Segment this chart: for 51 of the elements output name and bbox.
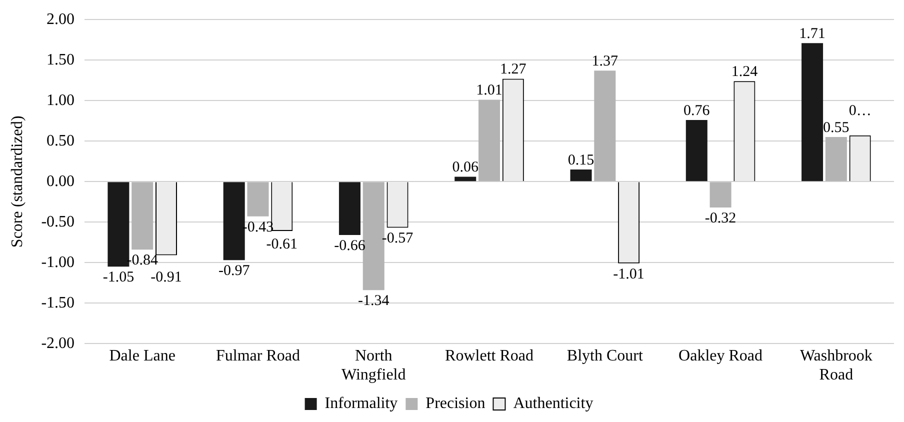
bar <box>594 70 616 182</box>
bar <box>686 120 708 182</box>
x-tick-label: Washbrook Road <box>800 347 872 384</box>
data-label: 0.06 <box>452 160 479 176</box>
y-tick-label: 2.00 <box>46 10 75 28</box>
x-tick-label: Blyth Court <box>566 347 644 364</box>
bar <box>247 182 269 216</box>
x-tick-label: Oakley Road <box>678 347 763 364</box>
data-label: 0.15 <box>568 152 594 168</box>
x-tick-label: North Wingfield <box>342 347 406 384</box>
data-label: -1.01 <box>613 266 644 282</box>
y-tick-label: 0.00 <box>46 172 75 190</box>
data-label: 0.76 <box>684 102 710 119</box>
data-label: -1.05 <box>102 270 134 286</box>
data-label: 1.27 <box>500 62 527 78</box>
data-label: 0… <box>848 102 872 119</box>
y-axis-title: Score (standardized) <box>8 116 26 248</box>
data-label: -0.32 <box>704 210 736 226</box>
data-label: 1.71 <box>799 26 826 42</box>
bar <box>802 43 824 182</box>
y-tick-label: 0.50 <box>46 132 75 150</box>
data-label: -0.97 <box>218 263 250 280</box>
data-label: -1.34 <box>358 293 390 310</box>
y-tick-label: -1.50 <box>41 294 75 312</box>
y-tick-label: -0.50 <box>41 213 75 230</box>
y-tick-label: -2.00 <box>41 334 75 352</box>
y-tick-label: 1.50 <box>46 51 75 68</box>
y-tick-label: 1.00 <box>46 92 75 109</box>
data-label: 0.55 <box>823 120 850 136</box>
data-label: -0.66 <box>334 238 366 254</box>
bar <box>478 100 500 182</box>
bar <box>454 176 476 182</box>
x-tick-label: Dale Lane <box>109 347 176 364</box>
data-label: 1.37 <box>592 54 619 70</box>
legend-label: Informality <box>324 395 398 412</box>
data-label: -0.91 <box>150 270 182 286</box>
bar <box>132 182 154 250</box>
legend-label: Authenticity <box>513 395 594 412</box>
data-label: -0.61 <box>266 236 298 252</box>
y-tick-label: -1.00 <box>41 254 75 271</box>
data-label: -0.57 <box>382 230 414 247</box>
data-label: 1.01 <box>476 82 502 99</box>
x-tick-label: Rowlett Road <box>445 347 534 364</box>
bar <box>825 137 847 182</box>
bar <box>710 182 732 208</box>
legend-label: Precision <box>426 395 486 412</box>
x-tick-label: Fulmar Road <box>216 347 300 364</box>
bar <box>570 169 592 182</box>
data-label: 1.24 <box>731 64 758 80</box>
bar <box>223 182 245 260</box>
bar <box>338 182 360 236</box>
